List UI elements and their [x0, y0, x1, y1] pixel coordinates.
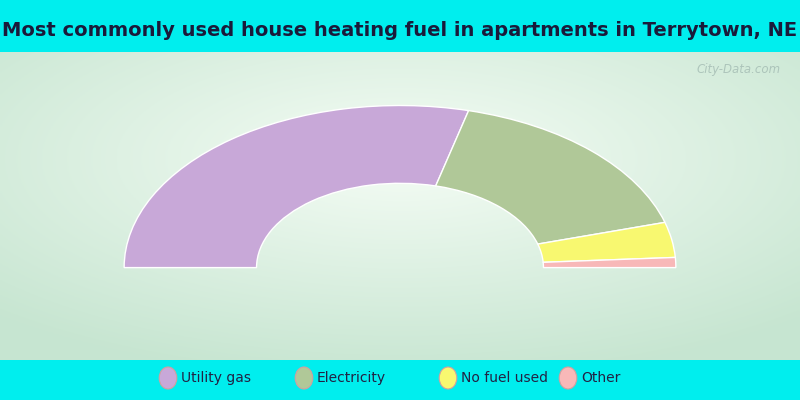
- Text: City-Data.com: City-Data.com: [697, 63, 781, 76]
- Text: Electricity: Electricity: [317, 371, 386, 385]
- Text: Utility gas: Utility gas: [181, 371, 251, 385]
- Ellipse shape: [295, 367, 313, 389]
- Text: Most commonly used house heating fuel in apartments in Terrytown, NE: Most commonly used house heating fuel in…: [2, 21, 798, 40]
- Ellipse shape: [559, 367, 577, 389]
- Ellipse shape: [159, 367, 177, 389]
- Wedge shape: [543, 258, 676, 268]
- Wedge shape: [538, 222, 675, 262]
- Wedge shape: [436, 110, 665, 244]
- Text: Other: Other: [581, 371, 620, 385]
- Text: No fuel used: No fuel used: [461, 371, 548, 385]
- Ellipse shape: [439, 367, 457, 389]
- Wedge shape: [124, 106, 469, 268]
